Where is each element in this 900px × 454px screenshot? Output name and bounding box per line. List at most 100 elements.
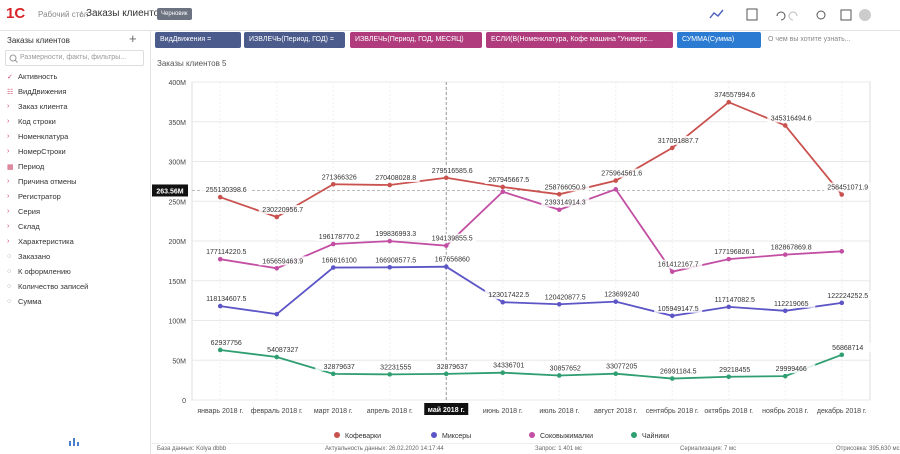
data-label-bg — [428, 361, 477, 371]
redo-icon[interactable] — [788, 11, 798, 21]
sidebar-item[interactable]: Заказ клиента — [18, 102, 68, 111]
export-icon[interactable] — [746, 8, 758, 21]
data-label: 230220956.7 — [262, 207, 303, 214]
data-label-bg — [484, 360, 533, 370]
data-label: 271366326 — [322, 174, 357, 181]
data-point — [782, 308, 788, 314]
data-label-bg — [767, 113, 816, 123]
sidebar-item[interactable]: НомерСтроки — [18, 147, 66, 156]
footer-serialization: Сериализация: 7 мс — [680, 446, 737, 452]
legend-marker — [529, 432, 535, 438]
sidebar-item[interactable]: Сумма — [18, 297, 42, 306]
data-label-group: 166616100 — [315, 255, 364, 265]
sidebar-item[interactable]: Серия — [18, 207, 41, 216]
breadcrumb-root[interactable]: Рабочий стол — [38, 10, 89, 19]
data-point — [782, 252, 788, 257]
data-point — [613, 299, 619, 304]
query-placeholder[interactable]: О чем вы хотите узнать... — [768, 36, 851, 43]
sidebar-item[interactable]: Регистратор — [18, 192, 61, 201]
data-label: 194139855.5 — [432, 236, 473, 243]
data-point — [500, 184, 506, 190]
data-label: 279516585.6 — [432, 168, 473, 175]
search-placeholder: Размерности, факты, фильтры... — [20, 54, 127, 61]
data-label: 54087327 — [267, 347, 298, 354]
query-chip[interactable]: ЕСЛИ(В(Номенклатура, Кофе машина "Универ… — [486, 32, 673, 48]
legend-label: Миксеры — [442, 433, 471, 440]
data-label-bg — [710, 247, 759, 257]
sidebar-item[interactable]: Склад — [18, 222, 40, 231]
data-label-bg — [315, 361, 364, 371]
data-label-group: 166908577.5 — [371, 255, 420, 265]
chart: Заказы клиентов 5 0 50M 100M 150M 200M 250M 30… — [152, 59, 872, 440]
data-label: 255130398.6 — [206, 187, 247, 194]
data-label-bg — [654, 366, 703, 376]
data-label-group: 230220956.7 — [258, 204, 307, 214]
data-label: 239314914.3 — [545, 200, 586, 207]
query-chip[interactable]: ВидДвижения = "Приход" — [155, 32, 241, 48]
legend-marker — [431, 432, 437, 438]
data-label-group: 29999466 — [767, 364, 816, 374]
undo-icon[interactable] — [776, 11, 786, 21]
data-label: 26991184.5 — [660, 369, 697, 376]
sidebar-icon: ○ — [7, 298, 12, 305]
data-label: 177114220.5 — [206, 249, 246, 256]
query-chip[interactable]: ИЗВЛЕЧЬ(Период, ГОД) = 2018 — [244, 32, 345, 48]
data-point — [839, 352, 845, 358]
data-label-group: 122224252.5 — [823, 290, 872, 300]
search-box[interactable]: Размерности, факты, фильтры... — [5, 50, 144, 66]
footer-render: Отрисовка: 395,630 мс — [836, 446, 900, 452]
data-label: 123017422.5 — [488, 292, 529, 299]
open-icon[interactable] — [840, 9, 852, 21]
data-label-group: 32879637 — [315, 361, 364, 371]
x-tick-label: сентябрь 2018 г. — [646, 407, 699, 415]
sidebar-icon: › — [7, 148, 10, 155]
y-tick-label: 350M — [168, 120, 186, 127]
data-point — [669, 269, 675, 274]
series-line — [219, 101, 843, 218]
data-point — [330, 371, 336, 377]
data-label-bg — [767, 298, 816, 308]
data-point — [274, 266, 280, 271]
data-label-bg — [823, 290, 872, 300]
data-point — [726, 99, 732, 105]
data-point — [443, 371, 449, 377]
query-chip[interactable]: ИЗВЛЕЧЬ(Период, ГОД, МЕСЯЦ) — [350, 32, 482, 48]
sidebar-item[interactable]: К оформлению — [18, 267, 71, 276]
data-point — [669, 145, 675, 151]
data-label-group: 275964561.6 — [597, 168, 646, 178]
sidebar-item[interactable]: Причина отмены — [18, 177, 77, 186]
data-point — [217, 347, 223, 353]
data-label-bg — [258, 345, 307, 355]
logo[interactable]: 1С — [6, 5, 26, 22]
data-label-bg — [202, 247, 251, 257]
data-label-bg — [541, 197, 590, 207]
legend-marker — [631, 432, 637, 438]
data-label: 258451071.9 — [827, 185, 868, 192]
data-label-group: 105949147.5 — [654, 303, 703, 313]
data-label-group: 194139855.5 — [428, 233, 477, 243]
sidebar-item[interactable]: Активность — [18, 72, 58, 81]
user-icon[interactable] — [859, 9, 871, 21]
data-label: 34336701 — [493, 363, 524, 370]
data-label-bg — [654, 303, 703, 313]
data-label: 32879637 — [324, 364, 355, 371]
series-line — [220, 349, 843, 380]
data-label-group: 123017422.5 — [484, 290, 533, 300]
data-label-group: 32231555 — [371, 362, 420, 372]
sidebar-item[interactable]: Номенклатура — [18, 132, 69, 141]
query-chip[interactable]: СУММА(Сумма) — [677, 32, 761, 48]
data-label-bg — [767, 364, 816, 374]
sidebar-item[interactable]: Код строки — [18, 117, 56, 126]
sidebar-item[interactable]: Период — [18, 162, 45, 171]
series-line — [220, 188, 842, 273]
chart-type-icon[interactable] — [709, 9, 724, 19]
sidebar-item[interactable]: Заказано — [18, 252, 51, 261]
add-button[interactable]: + — [129, 31, 137, 46]
data-label-group: 112219065 — [767, 298, 816, 308]
x-tick-label: декабрь 2018 г. — [817, 407, 867, 415]
sidebar-item[interactable]: ВидДвижения — [18, 87, 67, 96]
data-point — [726, 256, 732, 262]
sidebar-item[interactable]: Характеристика — [18, 237, 74, 246]
link-icon[interactable] — [816, 10, 826, 20]
sidebar-item[interactable]: Количество записей — [18, 282, 89, 291]
